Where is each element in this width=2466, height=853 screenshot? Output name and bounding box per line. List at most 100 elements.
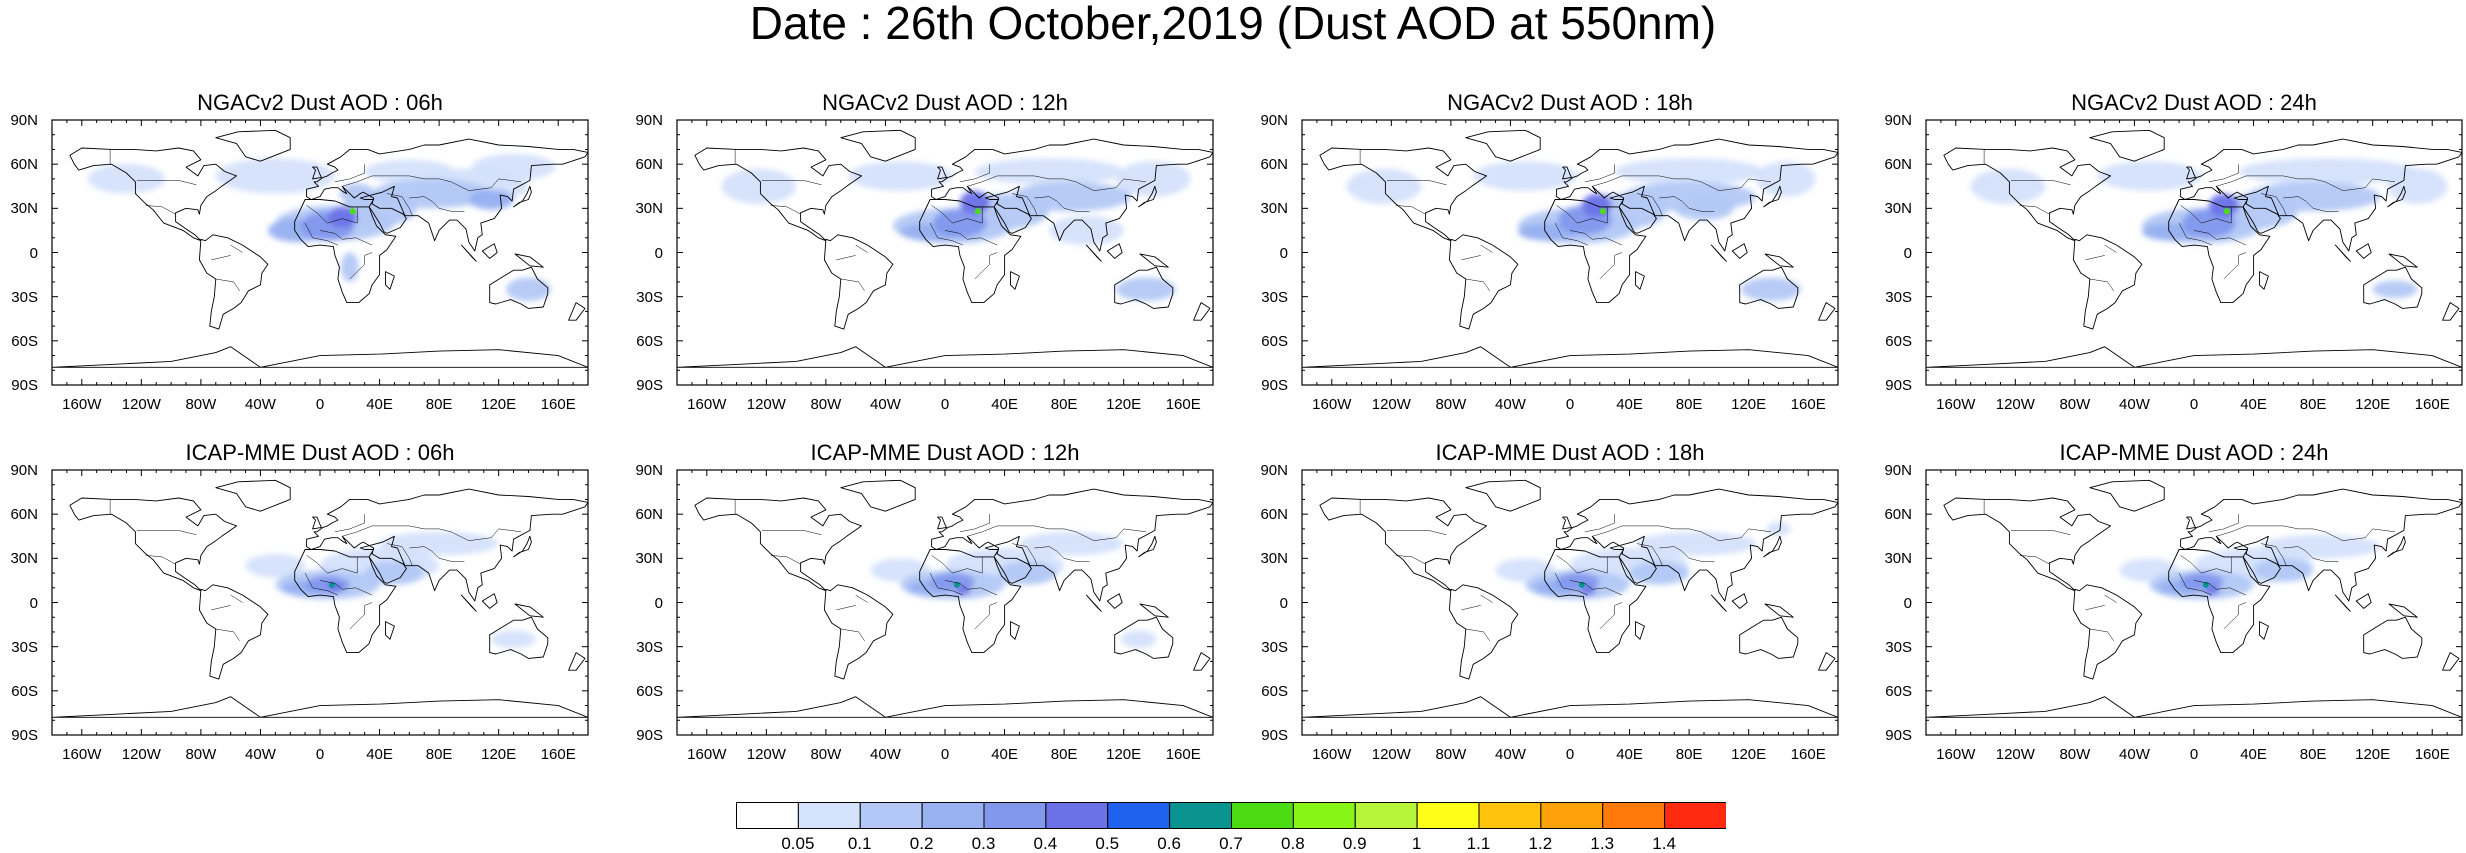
coastline bbox=[2186, 166, 2196, 180]
country-border bbox=[1386, 530, 1447, 536]
coastline bbox=[513, 185, 532, 208]
coastline bbox=[1635, 271, 1645, 290]
latitude-tick-label: 30N bbox=[1884, 550, 1912, 568]
latitude-tick-label: 90S bbox=[1261, 377, 1288, 394]
longitude-tick-label: 120W bbox=[121, 746, 161, 763]
country-border bbox=[2180, 205, 2232, 224]
latitude-tick-label: 60N bbox=[10, 156, 38, 174]
latitude-tick-label: 60N bbox=[1260, 156, 1288, 174]
country-border bbox=[2104, 594, 2117, 603]
longitude-tick-label: 40W bbox=[2119, 746, 2150, 763]
coastline bbox=[2186, 516, 2196, 530]
dust-aod-region bbox=[2097, 161, 2202, 191]
coastline bbox=[2334, 244, 2351, 262]
country-border bbox=[2223, 602, 2247, 630]
longitude-tick-label: 120E bbox=[1106, 746, 1142, 763]
country-border bbox=[2208, 514, 2239, 533]
coastline bbox=[2259, 621, 2269, 640]
latitude-tick-label: 30N bbox=[10, 550, 38, 568]
country-border bbox=[342, 525, 522, 541]
coastline bbox=[2072, 584, 2143, 680]
colorbar-box bbox=[1292, 802, 1356, 829]
dust-aod-region bbox=[468, 189, 514, 210]
longitude-tick-label: 120E bbox=[481, 746, 517, 763]
latitude-tick-label: 60N bbox=[1260, 506, 1288, 524]
longitude-tick-label: 0 bbox=[1565, 746, 1575, 763]
coastline bbox=[513, 535, 532, 558]
country-border bbox=[2216, 525, 2396, 541]
dust-aod-peak bbox=[974, 208, 981, 215]
longitude-tick-label: 160E bbox=[540, 396, 576, 413]
country-border bbox=[2193, 580, 2247, 596]
country-border bbox=[770, 555, 801, 565]
country-border bbox=[409, 196, 465, 212]
longitude-tick-label: 40W bbox=[870, 746, 901, 763]
colorbar-box bbox=[1602, 802, 1666, 829]
longitude-tick-label: 80W bbox=[1435, 746, 1467, 763]
coastline bbox=[1302, 696, 1838, 718]
dust-aod-region bbox=[1116, 161, 1191, 197]
latitude-tick-label: 0 bbox=[1279, 594, 1288, 612]
colorbar-box bbox=[859, 802, 923, 829]
latitude-tick-label: 90N bbox=[1260, 462, 1288, 479]
colorbar-tick-label: 0.2 bbox=[909, 834, 934, 853]
country-border bbox=[2180, 555, 2232, 574]
coastline bbox=[1926, 346, 2462, 368]
map-canvas bbox=[51, 119, 589, 386]
coastline bbox=[489, 616, 549, 659]
map-panel: ICAP-MME Dust AOD : 12h 90N 60N 30N 0 30S 60S 9… bbox=[629, 440, 1219, 770]
coastline bbox=[840, 129, 916, 162]
country-border bbox=[1395, 555, 1426, 565]
longitude-tick-label: 40E bbox=[2240, 746, 2267, 763]
longitude-tick-label: 80W bbox=[810, 396, 842, 413]
coastline bbox=[460, 244, 477, 262]
panel-title: ICAP-MME Dust AOD : 24h bbox=[2059, 440, 2329, 465]
longitude-tick-label: 120W bbox=[1371, 746, 1411, 763]
colorbar-tick-label: 1.1 bbox=[1466, 834, 1491, 853]
country-border bbox=[2178, 572, 2212, 596]
coastline bbox=[2388, 603, 2418, 618]
latitude-tick-label: 90S bbox=[1261, 727, 1288, 744]
country-border bbox=[304, 572, 338, 596]
coastline bbox=[1635, 621, 1645, 640]
colorbar-tick-label: 1.3 bbox=[1590, 834, 1615, 853]
latitude-tick-label: 90N bbox=[1884, 112, 1912, 129]
coastline bbox=[1010, 271, 1020, 290]
coastline bbox=[1448, 234, 1519, 330]
longitude-tick-label: 160W bbox=[1936, 396, 1976, 413]
country-border bbox=[2208, 164, 2239, 183]
coastline bbox=[2180, 488, 2462, 602]
dust-aod-region bbox=[506, 277, 551, 302]
longitude-tick-label: 0 bbox=[2189, 396, 2199, 413]
coastline bbox=[198, 584, 269, 680]
colorbar-tick-label: 0.9 bbox=[1342, 834, 1367, 853]
latitude-tick-label: 0 bbox=[1903, 594, 1912, 612]
colorbar-box bbox=[1354, 802, 1418, 829]
dust-aod-region bbox=[1019, 531, 1124, 556]
coastline bbox=[69, 497, 238, 592]
latitude-tick-label: 90S bbox=[636, 727, 663, 744]
country-border bbox=[1659, 196, 1715, 212]
coastline bbox=[1739, 616, 1799, 659]
latitude-tick-label: 60N bbox=[1884, 506, 1912, 524]
country-border bbox=[1034, 196, 1090, 212]
longitude-tick-label: 0 bbox=[1565, 396, 1575, 413]
latitude-tick-label: 30S bbox=[636, 638, 663, 656]
colorbar-box bbox=[1045, 802, 1109, 829]
coastline bbox=[2168, 549, 2271, 654]
dust-aod-region bbox=[2253, 558, 2314, 582]
coastline bbox=[2363, 266, 2423, 309]
coastline bbox=[1085, 594, 1102, 612]
latitude-tick-label: 0 bbox=[654, 594, 663, 612]
coastline bbox=[1139, 603, 1169, 618]
coastline bbox=[823, 584, 894, 680]
dust-aod-region bbox=[1756, 161, 1816, 197]
coastline bbox=[937, 166, 947, 180]
country-border bbox=[836, 605, 856, 611]
country-border bbox=[761, 530, 822, 536]
longitude-tick-label: 40W bbox=[245, 396, 276, 413]
coastline bbox=[306, 138, 588, 252]
latitude-tick-label: 60S bbox=[1885, 332, 1912, 350]
coastline bbox=[1562, 166, 1572, 180]
latitude-tick-label: 30S bbox=[1885, 638, 1912, 656]
